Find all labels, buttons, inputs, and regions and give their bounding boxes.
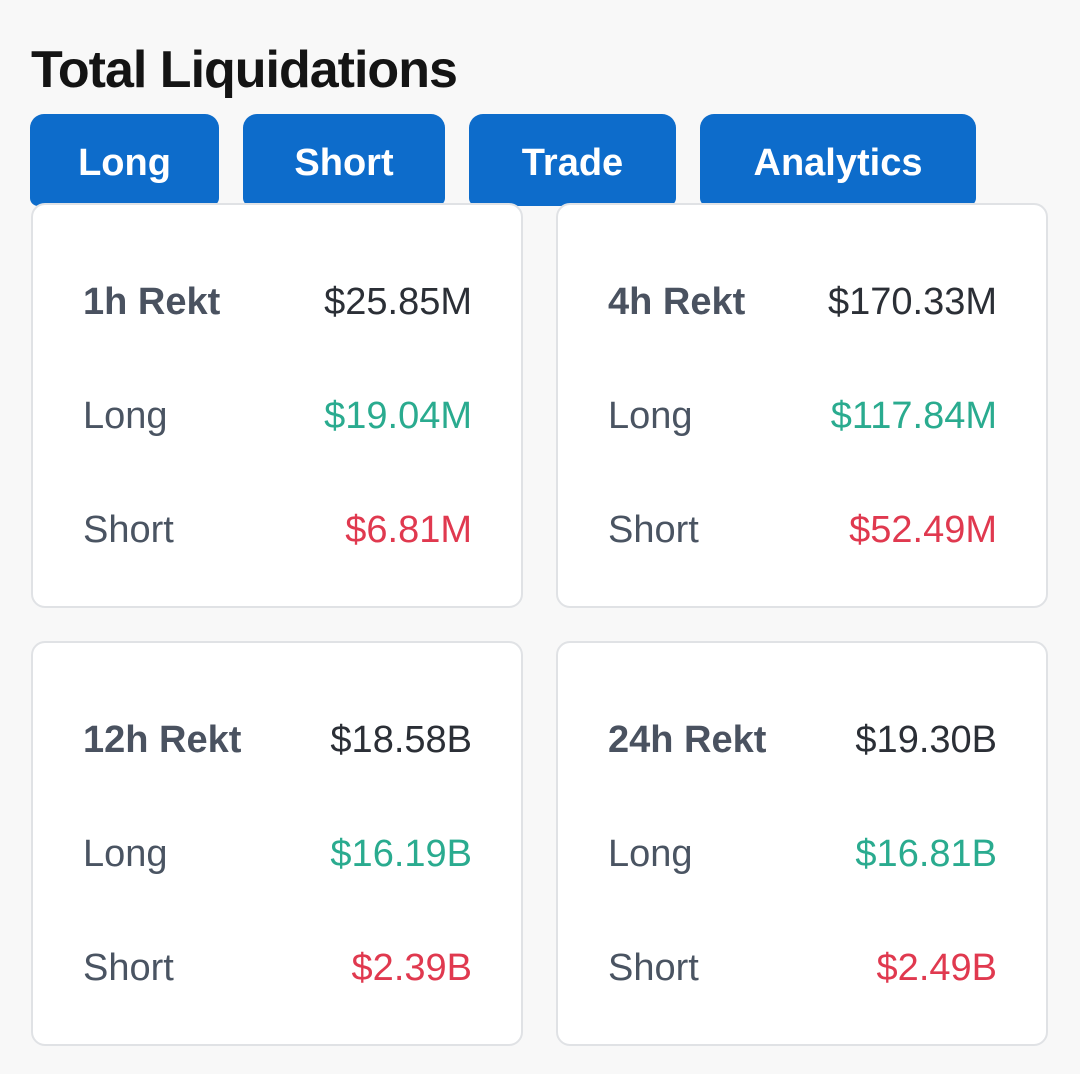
period-label: 12h Rekt	[83, 718, 242, 761]
short-row: Short $2.49B	[608, 943, 997, 993]
long-value: $16.19B	[330, 832, 472, 875]
long-row: Long $16.81B	[608, 829, 997, 879]
total-row: 1h Rekt $25.85M	[83, 277, 472, 327]
liquidation-card-24h: 24h Rekt $19.30B Long $16.81B Short $2.4…	[556, 641, 1048, 1046]
tab-short[interactable]: Short	[243, 114, 445, 206]
long-label: Long	[608, 832, 693, 875]
short-value: $6.81M	[345, 508, 472, 551]
total-value: $170.33M	[827, 280, 997, 323]
short-value: $2.39B	[351, 946, 472, 989]
total-row: 24h Rekt $19.30B	[608, 715, 997, 765]
long-value: $19.04M	[324, 394, 472, 437]
short-label: Short	[608, 508, 699, 551]
short-label: Short	[83, 946, 174, 989]
total-row: 4h Rekt $170.33M	[608, 277, 997, 327]
total-value: $19.30B	[855, 718, 997, 761]
long-label: Long	[83, 394, 168, 437]
long-value: $117.84M	[830, 394, 997, 437]
tab-analytics[interactable]: Analytics	[700, 114, 976, 206]
short-label: Short	[608, 946, 699, 989]
long-row: Long $16.19B	[83, 829, 472, 879]
total-value: $25.85M	[324, 280, 472, 323]
long-label: Long	[608, 394, 693, 437]
total-row: 12h Rekt $18.58B	[83, 715, 472, 765]
tab-long[interactable]: Long	[30, 114, 219, 206]
long-value: $16.81B	[855, 832, 997, 875]
short-value: $2.49B	[876, 946, 997, 989]
period-label: 24h Rekt	[608, 718, 767, 761]
short-row: Short $2.39B	[83, 943, 472, 993]
liquidation-card-1h: 1h Rekt $25.85M Long $19.04M Short $6.81…	[31, 203, 523, 608]
liquidation-card-12h: 12h Rekt $18.58B Long $16.19B Short $2.3…	[31, 641, 523, 1046]
short-row: Short $6.81M	[83, 505, 472, 555]
short-label: Short	[83, 508, 174, 551]
long-label: Long	[83, 832, 168, 875]
page-title: Total Liquidations	[31, 41, 458, 99]
total-value: $18.58B	[330, 718, 472, 761]
long-row: Long $117.84M	[608, 391, 997, 441]
long-row: Long $19.04M	[83, 391, 472, 441]
tab-trade[interactable]: Trade	[469, 114, 676, 206]
short-row: Short $52.49M	[608, 505, 997, 555]
period-label: 4h Rekt	[608, 280, 746, 323]
liquidation-card-4h: 4h Rekt $170.33M Long $117.84M Short $52…	[556, 203, 1048, 608]
short-value: $52.49M	[849, 508, 997, 551]
period-label: 1h Rekt	[83, 280, 221, 323]
